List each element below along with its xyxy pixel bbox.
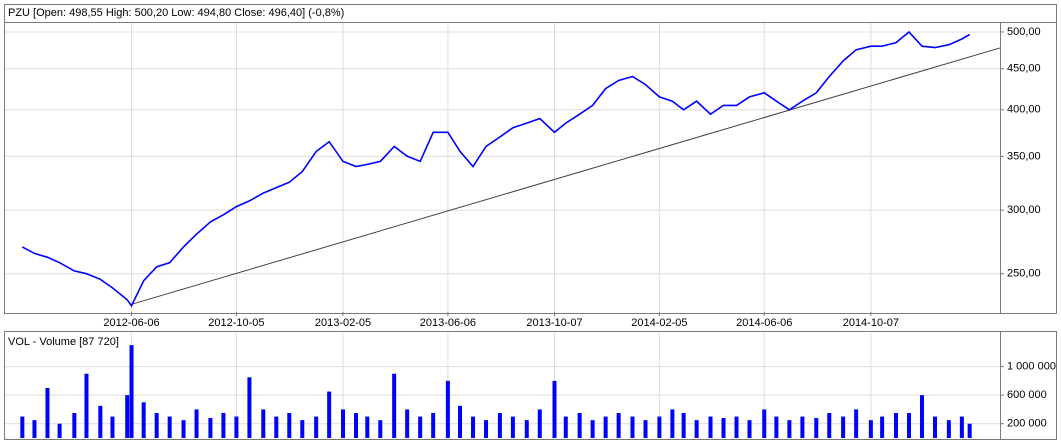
volume-bar <box>563 416 568 438</box>
volume-bar <box>221 413 226 438</box>
volume-bar <box>129 345 134 438</box>
volume-bar <box>247 377 252 438</box>
volume-bar <box>841 416 846 438</box>
volume-bar <box>919 395 924 438</box>
x-tick-label: 2014-06-06 <box>736 317 792 329</box>
volume-bar <box>524 420 529 438</box>
volume-bar <box>497 413 502 438</box>
volume-bar <box>657 416 662 438</box>
volume-bar <box>967 423 972 438</box>
volume-bar <box>537 409 542 438</box>
volume-bar <box>98 405 103 438</box>
volume-bar <box>194 409 199 438</box>
price-line <box>21 30 971 308</box>
volume-bar <box>959 416 964 438</box>
volume-bar <box>868 420 873 438</box>
volume-bar <box>418 416 423 438</box>
volume-bar <box>774 416 779 438</box>
volume-bar <box>510 416 515 438</box>
volume-bar <box>787 420 792 438</box>
volume-bar <box>827 413 832 438</box>
price-title: PZU [Open: 498,55 High: 500,20 Low: 494,… <box>8 7 344 19</box>
volume-bar <box>167 416 172 438</box>
volume-bar <box>471 416 476 438</box>
volume-bar <box>365 416 370 438</box>
volume-bar <box>341 409 346 438</box>
volume-bar <box>762 409 767 438</box>
volume-bar <box>708 416 713 438</box>
x-tick-label: 2013-06-06 <box>420 317 476 329</box>
volume-bar <box>681 413 686 438</box>
y-tick-label: 500,00 <box>1007 26 1041 38</box>
volume-bar <box>57 423 62 438</box>
volume-bar <box>577 413 582 438</box>
volume-bar <box>208 418 213 438</box>
volume-bar <box>445 380 450 438</box>
volume-bar <box>734 416 739 438</box>
volume-bar <box>405 409 410 438</box>
volume-bar <box>378 420 383 438</box>
volume-bar <box>32 420 37 438</box>
volume-bar <box>932 416 937 438</box>
volume-bar <box>110 416 115 438</box>
volume-bar <box>893 413 898 438</box>
volume-bar <box>181 420 186 438</box>
volume-bar <box>125 395 130 438</box>
x-tick-label: 2014-02-05 <box>631 317 687 329</box>
volume-bar <box>747 420 752 438</box>
volume-bar <box>300 420 305 438</box>
x-tick-label: 2012-06-06 <box>103 317 159 329</box>
y-tick-label: 300,00 <box>1007 204 1041 216</box>
trend-line <box>131 47 1001 305</box>
y-tick-label: 200 000 <box>1007 418 1047 430</box>
y-tick-label: 400,00 <box>1007 104 1041 116</box>
volume-bar <box>72 413 77 438</box>
x-tick-label: 2013-10-07 <box>526 317 582 329</box>
x-tick-label: 2013-02-05 <box>315 317 371 329</box>
volume-bar <box>327 391 332 438</box>
volume-bar <box>590 420 595 438</box>
volume-bar <box>630 416 635 438</box>
volume-bar <box>880 416 885 438</box>
x-tick-label: 2014-10-07 <box>843 317 899 329</box>
volume-bar <box>854 409 859 438</box>
y-tick-label: 450,00 <box>1007 63 1041 75</box>
y-tick-label: 250,00 <box>1007 268 1041 280</box>
price-panel <box>4 4 1057 314</box>
volume-bar <box>84 373 89 438</box>
volume-bar <box>45 388 50 438</box>
volume-title: VOL - Volume [87 720] <box>8 336 119 348</box>
volume-bar <box>814 418 819 438</box>
volume-bar <box>694 420 699 438</box>
y-tick-label: 600 000 <box>1007 389 1047 401</box>
volume-bar <box>154 413 159 438</box>
y-tick-label: 350,00 <box>1007 150 1041 162</box>
volume-bar <box>234 416 239 438</box>
volume-bar <box>274 416 279 438</box>
volume-bar <box>287 413 292 438</box>
volume-bar <box>354 413 359 438</box>
volume-bar <box>431 413 436 438</box>
volume-bar <box>20 416 25 438</box>
volume-bar <box>261 409 266 438</box>
y-tick-label: 1 000 000 <box>1007 360 1056 372</box>
volume-bar <box>670 409 675 438</box>
volume-bar <box>314 416 319 438</box>
volume-bar <box>616 413 621 438</box>
x-tick-label: 2012-10-05 <box>208 317 264 329</box>
volume-bar <box>458 405 463 438</box>
volume-bar <box>721 418 726 438</box>
volume-bar <box>906 413 911 438</box>
volume-bar <box>800 416 805 438</box>
volume-bar <box>946 420 951 438</box>
volume-bar <box>392 373 397 438</box>
volume-bar <box>484 420 489 438</box>
volume-bar <box>603 416 608 438</box>
volume-bar <box>643 420 648 438</box>
volume-bar <box>141 402 146 438</box>
volume-bar <box>552 380 557 438</box>
